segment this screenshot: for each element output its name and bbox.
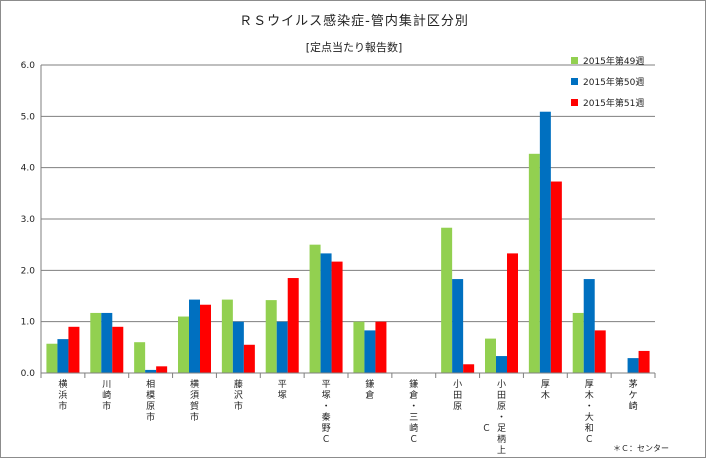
category-labels: 横浜市 川崎市 相模原市 横須賀市 藤沢市 平塚 平塚・秦野Ｃ 鎌倉 鎌倉・三崎Ｃ 小田原 小田原・…: [58, 378, 637, 456]
category-label: 藤沢市: [234, 378, 243, 412]
footnote: ＊Ｃ：センター: [613, 444, 669, 453]
category-label: 鎌倉: [365, 378, 374, 401]
category-label: 茅ケ崎: [629, 379, 638, 412]
bar: [638, 350, 650, 373]
bar: [353, 321, 365, 373]
bar: [572, 312, 584, 373]
bar: [375, 321, 387, 373]
bar: [528, 153, 540, 373]
bar: [134, 342, 146, 373]
chart-subtitle: [定点当たり報告数]: [306, 40, 403, 54]
bar: [507, 253, 518, 373]
bar: [68, 326, 80, 373]
bar: [221, 299, 233, 373]
bar: [364, 330, 376, 373]
bar: [594, 330, 606, 373]
bar: [145, 369, 157, 373]
legend-label: 2015年第50週: [583, 76, 644, 88]
y-tick-label: 6.0: [21, 61, 36, 71]
axes: [40, 65, 656, 378]
bar: [463, 364, 475, 373]
y-tick-label: 1.0: [21, 318, 36, 328]
bar: [57, 339, 69, 373]
bar: [112, 326, 124, 373]
chart-title: ＲＳウイルス感染症-管内集計区分別: [239, 13, 469, 29]
legend-label: 2015年第49週: [583, 55, 644, 67]
bar: [627, 358, 639, 373]
bar: [441, 227, 453, 373]
bar: [200, 304, 211, 373]
bar: [46, 343, 58, 373]
legend: 2015年第49週 2015年第50週 2015年第51週: [571, 55, 644, 109]
bar: [90, 312, 102, 373]
y-tick-label: 3.0: [21, 215, 36, 225]
bar: [309, 244, 321, 373]
category-label: 川崎市: [102, 380, 111, 412]
bar: [452, 279, 464, 373]
bar: [539, 111, 551, 374]
category-label: 横須賀市: [190, 378, 199, 423]
category-label: 小田原・足柄上: [497, 379, 506, 456]
category-label: 小田原: [453, 379, 462, 412]
legend-swatch: [571, 57, 578, 64]
y-tick-label: 0.0: [21, 369, 36, 379]
bar: [101, 312, 113, 373]
bar: [243, 344, 255, 373]
bar: [496, 356, 507, 373]
legend-swatch: [571, 78, 578, 85]
bar: [550, 181, 562, 373]
bar: [178, 316, 189, 373]
category-label: 厚木・大和Ｃ: [585, 379, 594, 445]
category-label: 横浜市: [58, 378, 67, 412]
bar: [331, 261, 343, 373]
category-label: 相模原市: [146, 378, 155, 423]
bar: [287, 278, 299, 373]
legend-label: 2015年第51週: [583, 97, 644, 109]
y-tick-label: 4.0: [21, 164, 36, 174]
gridlines: [41, 64, 655, 374]
y-tick-label: 5.0: [21, 112, 36, 122]
y-tick-label: 2.0: [21, 266, 36, 276]
bar: [156, 366, 168, 373]
bar: [485, 338, 496, 373]
bar: [265, 300, 277, 373]
category-label: 厚木: [541, 379, 550, 401]
category-label: 平塚・秦野Ｃ: [322, 379, 331, 445]
legend-swatch: [571, 99, 578, 106]
category-label-mark: Ｃ: [482, 424, 491, 434]
bar: [232, 321, 244, 373]
bar: [189, 299, 200, 373]
bars: [46, 111, 650, 374]
bar: [276, 321, 288, 373]
category-label: 平塚: [278, 379, 287, 401]
bar: [320, 253, 332, 373]
bar: [583, 279, 595, 373]
y-tick-labels: 0.0 1.0 2.0 3.0 4.0 5.0 6.0: [21, 61, 36, 379]
category-label: 鎌倉・三崎Ｃ: [409, 378, 418, 445]
